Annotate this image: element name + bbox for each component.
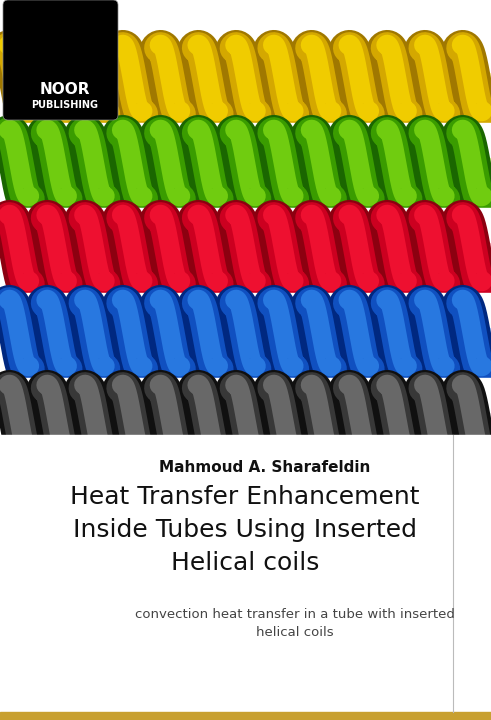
Bar (0, 123, 491, 207)
Text: NOOR: NOOR (40, 83, 90, 97)
Text: convection heat transfer in a tube with inserted
helical coils: convection heat transfer in a tube with … (135, 608, 455, 639)
Text: PUBLISHING: PUBLISHING (31, 100, 99, 110)
FancyBboxPatch shape (3, 0, 118, 120)
Bar (0, 379, 491, 462)
Bar (0, 38, 491, 122)
Bar (0, 712, 491, 720)
Text: Mahmoud A. Sharafeldin: Mahmoud A. Sharafeldin (159, 459, 370, 474)
Bar (0, 435, 491, 720)
Bar (0, 208, 491, 292)
Text: Heat Transfer Enhancement
Inside Tubes Using Inserted
Helical coils: Heat Transfer Enhancement Inside Tubes U… (70, 485, 420, 575)
Bar (0, 294, 491, 377)
